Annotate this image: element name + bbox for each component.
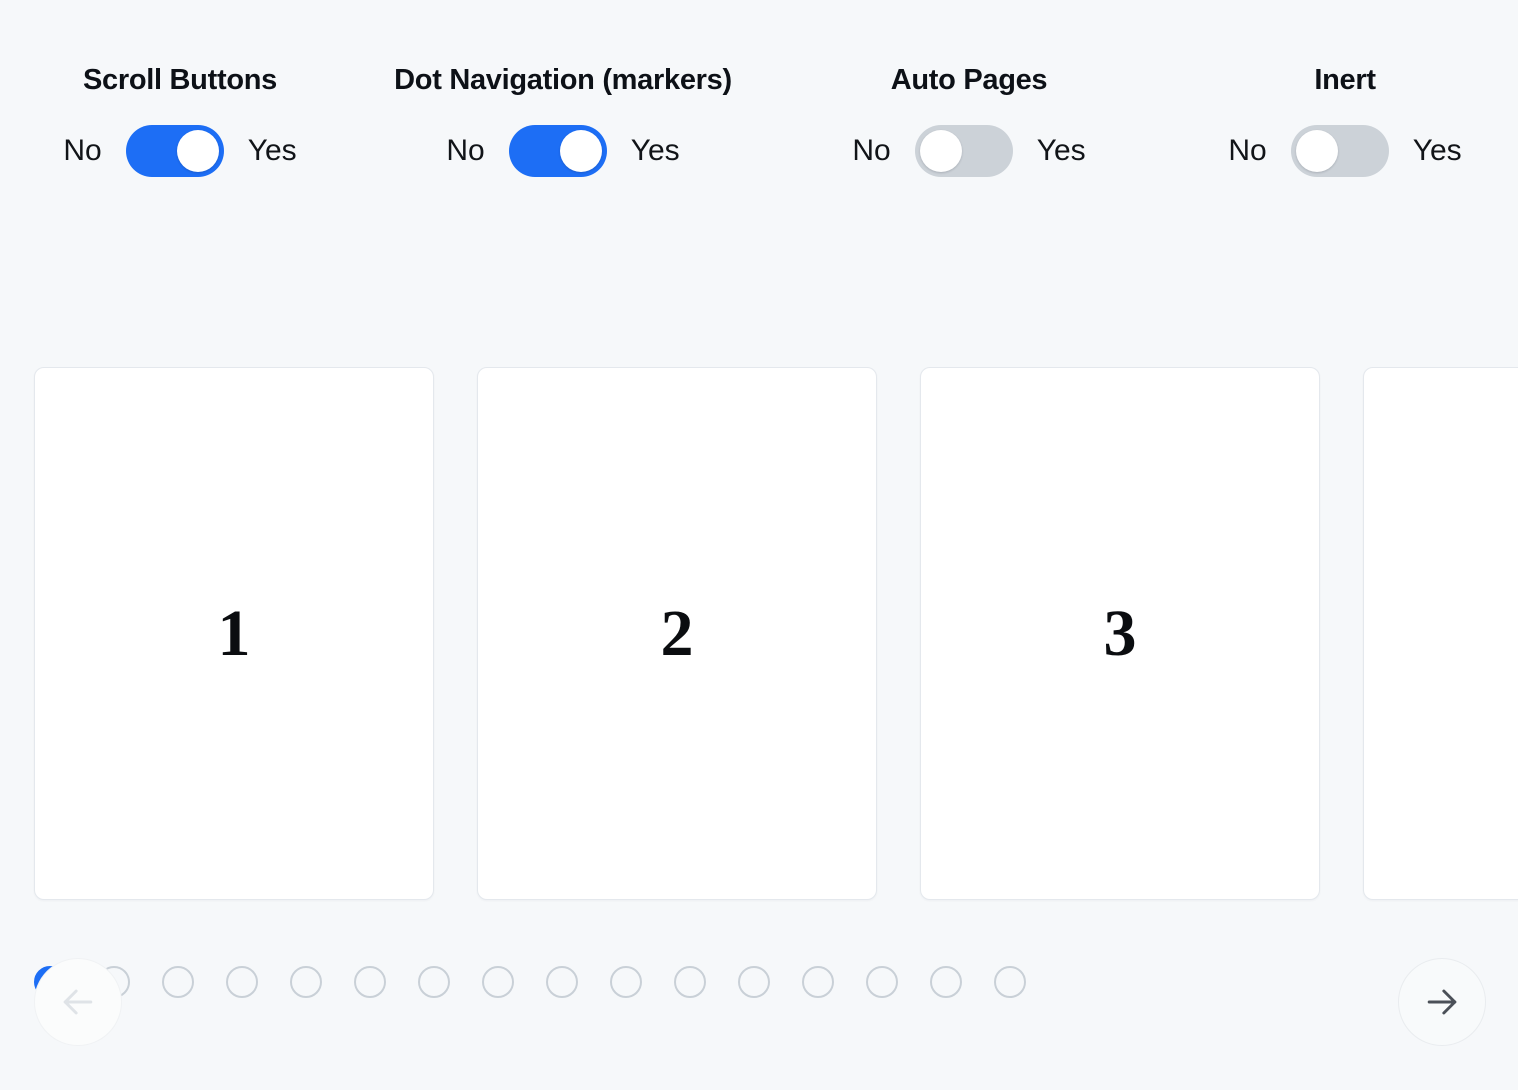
toggle-knob [1295,130,1338,172]
toggle-off-label-auto-pages: No [852,134,891,167]
carousel-dot[interactable] [866,966,898,998]
toggle-row-auto-pages: No Yes [852,125,1086,177]
control-title-scroll-buttons: Scroll Buttons [83,64,277,96]
card-number: 1 [217,596,251,670]
carousel-dot[interactable] [674,966,706,998]
carousel-dot[interactable] [354,966,386,998]
carousel-prev-button[interactable] [34,958,122,1046]
control-group-dot-navigation: Dot Navigation (markers) No Yes [360,0,766,177]
carousel-dot[interactable] [994,966,1026,998]
carousel: 1 2 3 [0,367,1518,1046]
control-title-dot-navigation: Dot Navigation (markers) [394,64,732,96]
card-number: 2 [660,596,694,670]
carousel-dot[interactable] [546,966,578,998]
toggle-row-inert: No Yes [1228,125,1462,177]
carousel-dot[interactable] [610,966,642,998]
controls-panel: Scroll Buttons No Yes Dot Navigation (ma… [0,0,1518,230]
carousel-next-button[interactable] [1398,958,1486,1046]
toggle-row-dot-navigation: No Yes [446,125,680,177]
carousel-card[interactable]: 1 [34,367,434,900]
carousel-dot[interactable] [162,966,194,998]
carousel-dot[interactable] [226,966,258,998]
toggle-on-label-inert: Yes [1412,134,1462,167]
carousel-dot[interactable] [290,966,322,998]
control-group-scroll-buttons: Scroll Buttons No Yes [0,0,360,177]
carousel-dot[interactable] [802,966,834,998]
toggle-switch-scroll-buttons[interactable] [125,125,224,177]
carousel-dot[interactable] [418,966,450,998]
toggle-off-label-dot-navigation: No [446,134,485,167]
toggle-switch-auto-pages[interactable] [914,125,1013,177]
control-group-inert: Inert No Yes [1172,0,1518,177]
carousel-dot[interactable] [930,966,962,998]
toggle-off-label-scroll-buttons: No [63,134,102,167]
control-group-auto-pages: Auto Pages No Yes [766,0,1172,177]
toggle-knob [919,130,962,172]
toggle-knob [559,130,602,172]
carousel-dot[interactable] [482,966,514,998]
toggle-switch-inert[interactable] [1290,125,1389,177]
card-number: 3 [1103,596,1137,670]
control-title-auto-pages: Auto Pages [890,64,1048,96]
toggle-switch-dot-navigation[interactable] [508,125,607,177]
toggle-row-scroll-buttons: No Yes [63,125,297,177]
arrow-right-icon [1420,980,1464,1024]
toggle-on-label-scroll-buttons: Yes [247,134,297,167]
toggle-on-label-dot-navigation: Yes [630,134,680,167]
carousel-card[interactable] [1363,367,1518,900]
toggle-off-label-inert: No [1228,134,1267,167]
control-title-inert: Inert [1314,64,1376,96]
carousel-card[interactable]: 2 [477,367,877,900]
toggle-on-label-auto-pages: Yes [1036,134,1086,167]
carousel-card[interactable]: 3 [920,367,1320,900]
carousel-dot[interactable] [738,966,770,998]
arrow-left-icon [56,980,100,1024]
carousel-track[interactable]: 1 2 3 [34,367,1518,902]
toggle-knob [176,130,219,172]
carousel-dot-navigation [34,966,1026,998]
